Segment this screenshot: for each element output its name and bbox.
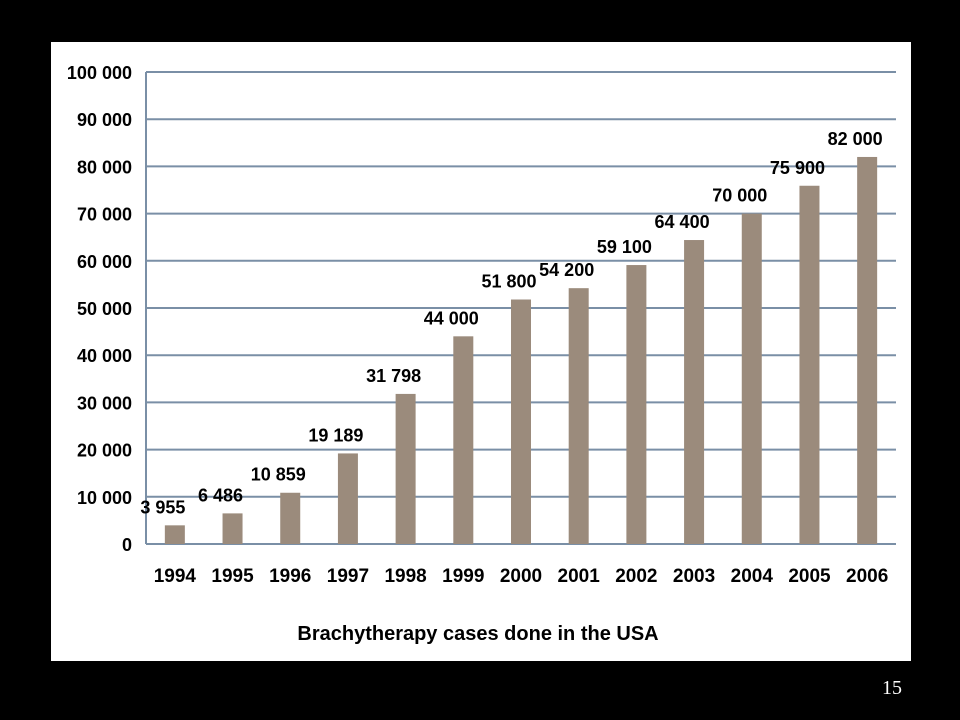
data-label: 82 000	[828, 129, 883, 149]
y-tick-label: 0	[122, 535, 132, 555]
y-tick-label: 100 000	[67, 63, 132, 83]
y-tick-label: 60 000	[77, 252, 132, 272]
data-label: 44 000	[424, 308, 479, 328]
y-tick-label: 80 000	[77, 157, 132, 177]
bar-2005	[799, 185, 820, 544]
x-axis-tick-labels: 1994 1995 1996 1997 1998 1999 2000 2001 2002 2003…	[154, 566, 889, 587]
data-label: 6 486	[198, 485, 243, 505]
bar-1999	[453, 336, 474, 544]
bar-2002	[626, 265, 647, 544]
data-label: 51 800	[481, 272, 536, 292]
x-tick-label: 2004	[731, 566, 774, 587]
x-tick-label: 2001	[558, 566, 601, 587]
x-tick-label: 2003	[673, 566, 715, 587]
x-tick-label: 1995	[211, 566, 254, 587]
data-label: 59 100	[597, 237, 652, 257]
bar-1994	[164, 525, 185, 544]
data-label: 54 200	[539, 260, 594, 280]
page-number: 15	[882, 677, 902, 699]
chart-panel: 0 10 000 20 000 30 000 40 000 50 000 60 000 70 …	[51, 42, 911, 661]
y-tick-label: 20 000	[77, 441, 132, 461]
x-tick-label: 1997	[327, 566, 369, 587]
bar-1995	[222, 513, 243, 544]
bar-2004	[741, 213, 762, 544]
data-label: 10 859	[251, 465, 306, 485]
y-axis-tick-labels: 0 10 000 20 000 30 000 40 000 50 000 60 000 70 …	[67, 63, 132, 555]
data-label: 19 189	[308, 425, 363, 445]
y-tick-label: 40 000	[77, 346, 132, 366]
x-tick-label: 2005	[788, 566, 831, 587]
data-label: 64 400	[655, 212, 710, 232]
data-label: 75 900	[770, 158, 825, 178]
chart-title: Brachytherapy cases done in the USA	[297, 623, 658, 645]
bar-chart: 0 10 000 20 000 30 000 40 000 50 000 60 000 70 …	[67, 63, 896, 645]
bar-2001	[568, 288, 589, 544]
x-tick-label: 1996	[269, 566, 311, 587]
bars	[164, 156, 878, 545]
y-tick-label: 70 000	[77, 205, 132, 225]
x-tick-label: 2006	[846, 566, 888, 587]
bar-2006	[857, 156, 878, 544]
x-tick-label: 2000	[500, 566, 542, 587]
y-tick-label: 90 000	[77, 110, 132, 130]
x-tick-label: 1999	[442, 566, 484, 587]
x-tick-label: 2002	[615, 566, 657, 587]
bar-2000	[511, 299, 531, 544]
data-label: 3 955	[140, 497, 185, 517]
y-tick-label: 50 000	[77, 299, 132, 319]
x-tick-label: 1998	[384, 566, 426, 587]
bar-1997	[337, 453, 358, 544]
bar-1998	[395, 393, 416, 544]
y-tick-label: 10 000	[77, 488, 132, 508]
x-tick-label: 1994	[154, 566, 197, 587]
bar-2003	[684, 240, 705, 545]
y-tick-label: 30 000	[77, 393, 132, 413]
data-label: 70 000	[712, 186, 767, 206]
bar-1996	[280, 492, 301, 544]
data-label: 31 798	[366, 366, 421, 386]
